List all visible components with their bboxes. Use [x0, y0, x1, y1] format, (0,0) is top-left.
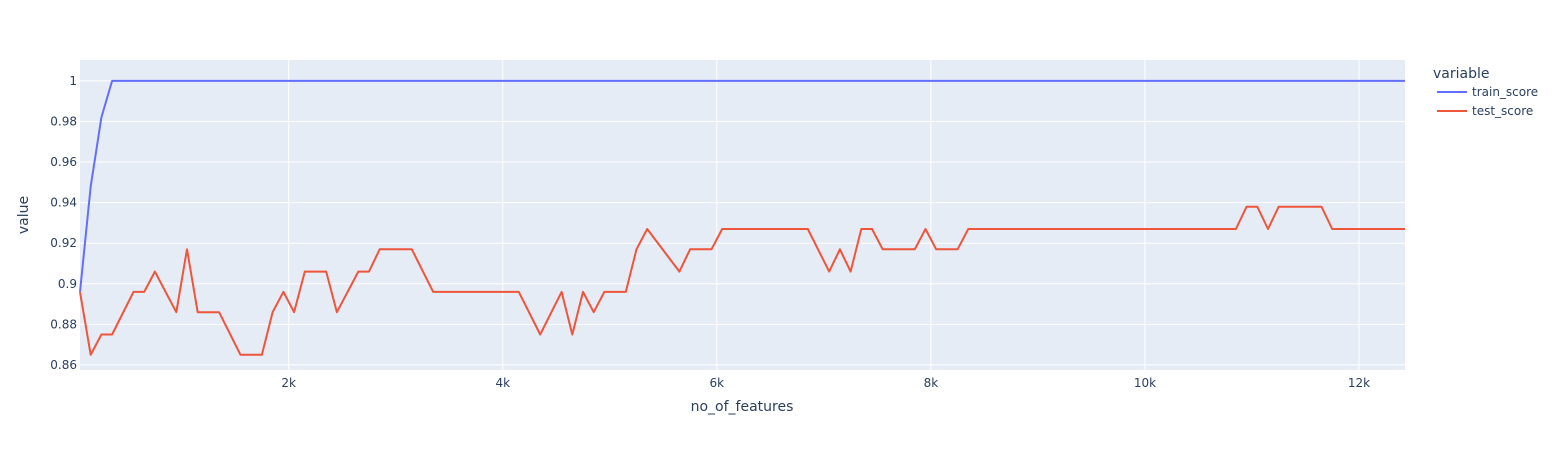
series-line-test_score	[79, 205, 1405, 356]
x-axis-title: no_of_features	[691, 399, 794, 415]
x-axis-ticks: 2k 4k 6k 8k 10k 12k	[281, 376, 1370, 390]
legend-label-train_score: train_score	[1472, 85, 1538, 99]
y-tick-label: 0.94	[50, 196, 77, 210]
y-tick-label: 0.9	[58, 277, 77, 291]
x-tick-label: 8k	[924, 376, 939, 390]
legend-items: train_score test_score	[1437, 85, 1538, 118]
legend: variable train_score test_score	[1433, 66, 1538, 118]
series-lines	[79, 79, 1405, 356]
y-axis-ticks: 0.86 0.88 0.9 0.92 0.94 0.96 0.98 1	[50, 74, 77, 372]
x-tick-label: 12k	[1348, 376, 1370, 390]
y-tick-label: 0.86	[50, 358, 77, 372]
y-tick-label: 0.96	[50, 155, 77, 169]
x-tick-label: 2k	[281, 376, 296, 390]
y-tick-label: 0.92	[50, 236, 77, 250]
series-line-train_score	[79, 79, 1405, 293]
legend-title: variable	[1433, 66, 1489, 82]
legend-label-test_score: test_score	[1472, 104, 1533, 118]
y-axis-title: value	[16, 196, 32, 234]
y-tick-label: 1	[69, 74, 77, 88]
x-tick-label: 4k	[495, 376, 510, 390]
x-tick-label: 6k	[710, 376, 725, 390]
y-tick-label: 0.98	[50, 114, 77, 128]
y-tick-label: 0.88	[50, 317, 77, 331]
x-tick-label: 10k	[1134, 376, 1156, 390]
plot-background	[80, 60, 1405, 370]
